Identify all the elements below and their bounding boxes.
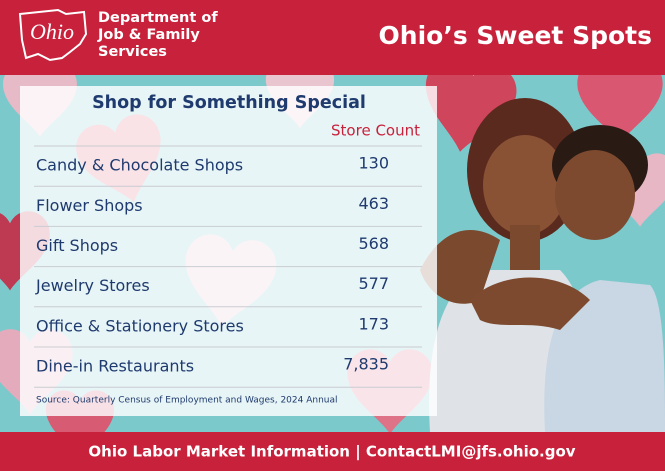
row-label: Flower Shops (36, 196, 143, 215)
table-panel (20, 86, 437, 416)
row-value: 130 (358, 154, 389, 173)
row-value: 463 (358, 194, 389, 213)
row-value: 568 (358, 234, 389, 253)
row-label: Candy & Chocolate Shops (36, 156, 243, 175)
footer-bar (0, 432, 665, 471)
table-title: Shop for Something Special (92, 93, 366, 113)
row-label: Gift Shops (36, 236, 118, 255)
photo-illustration (420, 98, 665, 432)
ohio-outline (18, 8, 88, 62)
row-label: Jewelry Stores (35, 276, 150, 295)
row-value: 7,835 (343, 355, 389, 374)
row-value: 577 (358, 274, 389, 293)
header-bar (0, 0, 665, 75)
footer-text: Ohio Labor Market Information | ContactL… (88, 443, 575, 462)
row-label: Office & Stationery Stores (36, 316, 244, 335)
source-note: Source: Quarterly Census of Employment a… (36, 396, 338, 406)
row-value: 173 (358, 314, 389, 333)
table-rows: Candy & Chocolate Shops 130 Flower Shops 46… (34, 145, 422, 388)
logo-text: Ohio (30, 19, 74, 44)
column-header: Store Count (331, 122, 420, 140)
page-title: Ohio’s Sweet Spots (379, 21, 652, 50)
agency-line: Services (98, 44, 167, 60)
row-label: Dine-in Restaurants (36, 357, 194, 376)
agency-line: Job & Family (97, 27, 200, 43)
agency-line: Department of (98, 10, 218, 26)
